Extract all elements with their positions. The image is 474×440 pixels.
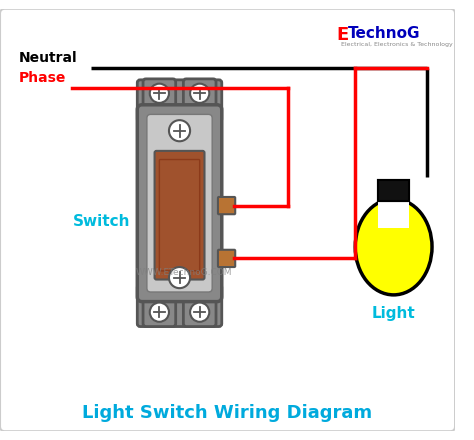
Circle shape [150,84,169,103]
Text: Neutral: Neutral [19,51,78,66]
Bar [378,199,409,227]
FancyBboxPatch shape [147,114,212,292]
FancyBboxPatch shape [137,80,222,122]
FancyBboxPatch shape [218,197,235,214]
FancyBboxPatch shape [143,79,176,108]
FancyBboxPatch shape [143,298,176,326]
FancyBboxPatch shape [218,250,235,267]
Text: Phase: Phase [19,71,66,84]
FancyBboxPatch shape [155,151,204,279]
Text: Light Switch Wiring Diagram: Light Switch Wiring Diagram [82,403,373,422]
Text: Switch: Switch [73,214,130,229]
Text: Electrical, Electronics & Technology: Electrical, Electronics & Technology [341,42,453,48]
Circle shape [190,84,210,103]
FancyBboxPatch shape [183,298,216,326]
Bar [378,180,409,201]
FancyBboxPatch shape [183,79,216,108]
Circle shape [150,303,169,322]
Text: WWW.ETechnoG.COM: WWW.ETechnoG.COM [136,268,233,277]
Circle shape [169,267,190,288]
Bar [378,180,409,201]
FancyBboxPatch shape [0,9,455,431]
Text: Light: Light [372,306,416,321]
Circle shape [190,303,210,322]
Ellipse shape [355,199,432,295]
Text: E: E [336,26,348,44]
FancyBboxPatch shape [137,105,222,301]
Text: TechnoG: TechnoG [347,26,420,41]
FancyBboxPatch shape [137,284,222,326]
FancyBboxPatch shape [159,160,200,271]
Circle shape [169,120,190,141]
